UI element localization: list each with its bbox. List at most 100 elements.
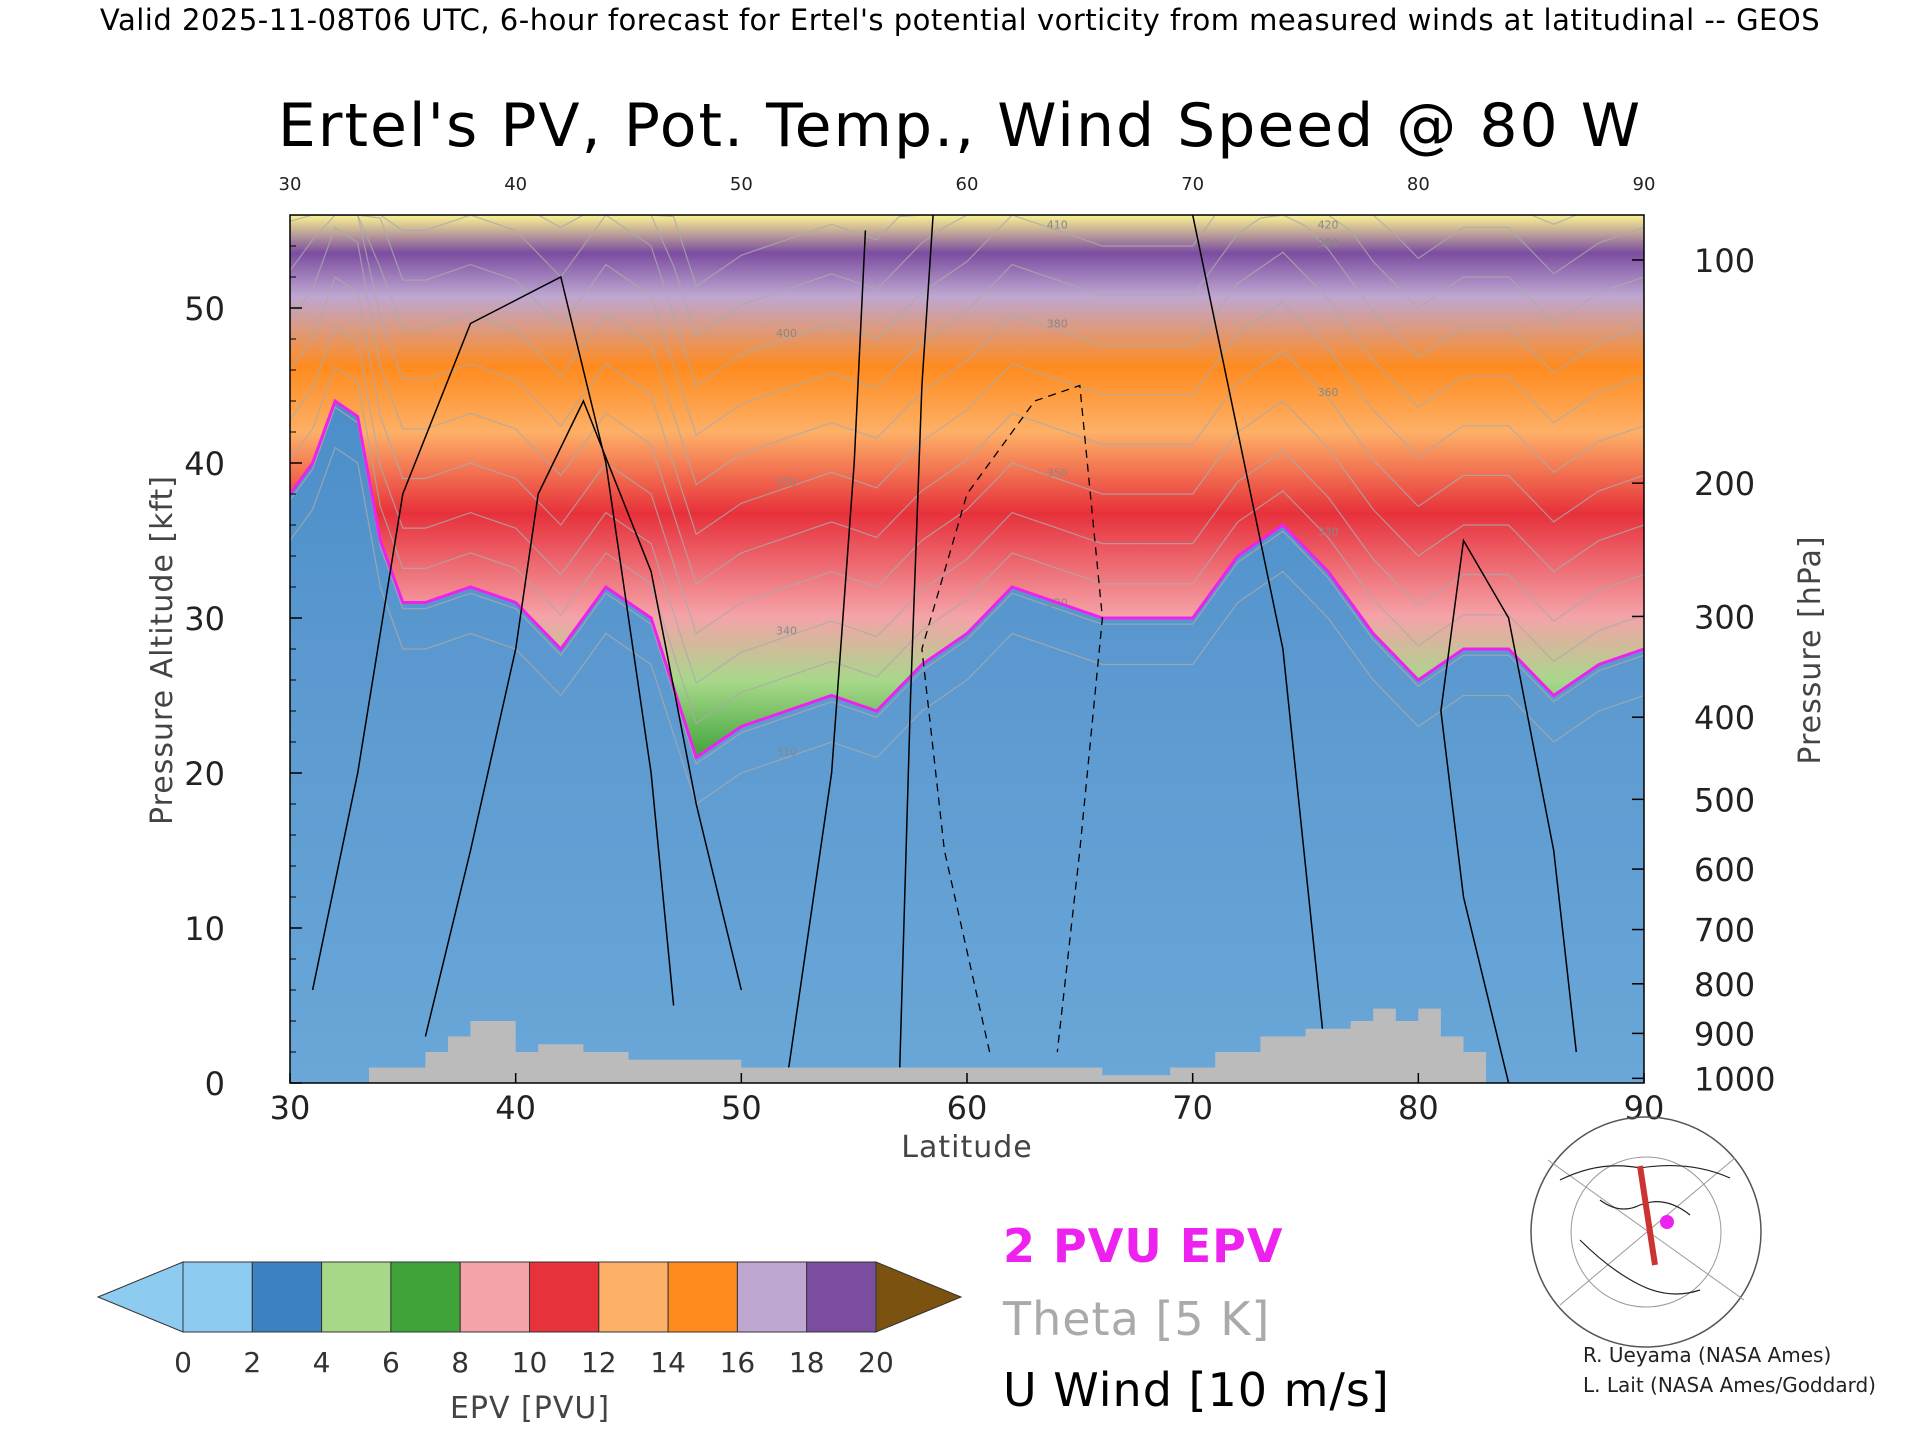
colorbar-tick-label: 4 <box>313 1346 331 1379</box>
negative-wind-contour <box>921 384 1104 1053</box>
colorbar-over-arrow <box>875 1261 963 1333</box>
y-tick-label: 20 <box>184 755 225 793</box>
colorbar-tick-label: 20 <box>858 1346 894 1379</box>
theta-contour-label: 410 <box>1047 219 1068 232</box>
wind-contours <box>311 215 1578 1083</box>
wind-contour <box>1191 215 1329 1083</box>
map-marker <box>1660 1215 1674 1229</box>
theta-contour <box>290 215 1644 437</box>
x-tick-label: 90 <box>1624 1089 1665 1127</box>
theta-contour <box>290 215 1644 387</box>
colorbar-segment <box>736 1261 808 1333</box>
pressure-tick-label: 300 <box>1694 598 1755 636</box>
pressure-tick-label: 800 <box>1694 966 1755 1004</box>
x-axis-top-ticks: 30 40 50 60 70 80 90 <box>279 174 1656 195</box>
stratosphere-epv-fill <box>290 215 1644 758</box>
legend-epv-2pvu: 2 PVU EPV <box>1003 1219 1283 1273</box>
y-tick-label: 50 <box>184 290 225 328</box>
colorbar-tick-label: 14 <box>650 1346 686 1379</box>
pressure-tick-label: 1000 <box>1694 1060 1775 1098</box>
colorbar-segment <box>182 1261 253 1333</box>
pressure-tick-label: 900 <box>1694 1015 1755 1053</box>
map-cross-section-track <box>1637 1165 1658 1266</box>
pressure-tick-label: 100 <box>1694 242 1755 280</box>
y-axis-label: Pressure Altitude [kft] <box>145 475 180 825</box>
colorbar-segment <box>806 1261 877 1333</box>
theta-contour-label: 350 <box>1047 467 1068 480</box>
wind-contour <box>424 399 743 1037</box>
wind-contour <box>898 215 934 1083</box>
theta-contour-label: 360 <box>1318 386 1339 399</box>
chart-title: Ertel's PV, Pot. Temp., Wind Speed @ 80 … <box>278 91 1642 161</box>
theta-contour <box>290 215 1644 337</box>
legend-theta: Theta [5 K] <box>1002 1292 1270 1346</box>
pressure-tick-label: 700 <box>1694 912 1755 950</box>
x-top-tick-label: 70 <box>1181 174 1204 195</box>
x-tick-label: 60 <box>947 1089 988 1127</box>
theta-contour-label: 400 <box>776 327 797 340</box>
pressure-tick-label: 600 <box>1694 851 1755 889</box>
y-tick-label: 30 <box>184 600 225 638</box>
x-tick-label: 70 <box>1172 1089 1213 1127</box>
epv-colorbar: 0 2 4 6 8 10 12 14 16 18 20 <box>96 1261 963 1379</box>
x-axis-ticks: 30 40 50 60 70 80 90 <box>270 1073 1665 1127</box>
colorbar-tick-label: 6 <box>382 1346 400 1379</box>
colorbar-segment <box>321 1261 392 1333</box>
colorbar-segment <box>529 1261 600 1333</box>
theta-contour <box>290 276 1644 635</box>
x-tick-label: 50 <box>721 1089 762 1127</box>
colorbar-label: EPV [PVU] <box>450 1391 610 1426</box>
theta-contour <box>290 325 1644 685</box>
y-tick-label: 40 <box>184 445 225 483</box>
x-top-tick-label: 60 <box>956 174 979 195</box>
y-tick-label: 10 <box>184 910 225 948</box>
theta-contour-label: 370 <box>776 476 797 489</box>
x-tick-label: 80 <box>1398 1089 1439 1127</box>
colorbar-tick-label: 0 <box>174 1346 192 1379</box>
wind-contour <box>1440 538 1578 1083</box>
pressure-tick-label: 400 <box>1694 699 1755 737</box>
map-meridian <box>1547 1159 1745 1301</box>
colorbar-under-arrow <box>96 1261 184 1333</box>
theta-contour-label: 330 <box>1318 525 1339 538</box>
pressure-tick-label: 500 <box>1694 781 1755 819</box>
credit-line-1: R. Ueyama (NASA Ames) <box>1583 1343 1831 1367</box>
colorbar-segment <box>390 1261 461 1333</box>
locator-map <box>1530 1116 1762 1348</box>
theta-contour <box>290 406 1644 765</box>
theta-contour-label: 380 <box>1047 318 1068 331</box>
pressure-tick-label: 200 <box>1694 465 1755 503</box>
colorbar-tick-label: 2 <box>243 1346 261 1379</box>
y-axis-ticks: 0 10 20 30 40 50 <box>184 214 302 1103</box>
map-globe <box>1530 1116 1762 1348</box>
theta-contour-label: 390 <box>1318 237 1339 250</box>
wind-contour <box>785 230 867 1083</box>
theta-contour-label: 340 <box>776 625 797 638</box>
pressure-axis-label: Pressure [hPa] <box>1793 535 1828 764</box>
x-tick-label: 30 <box>270 1089 311 1127</box>
x-top-tick-label: 40 <box>504 174 527 195</box>
theta-contour-label: 420 <box>1318 219 1339 232</box>
theta-contour <box>290 226 1644 585</box>
x-tick-label: 40 <box>495 1089 536 1127</box>
colorbar-tick-label: 12 <box>581 1346 617 1379</box>
colorbar-segment <box>251 1261 323 1333</box>
legend-u-wind: U Wind [10 m/s] <box>1003 1363 1390 1417</box>
x-top-tick-label: 80 <box>1407 174 1430 195</box>
pressure-axis-ticks: 100 200 300 400 500 600 700 800 900 1000 <box>1632 242 1775 1098</box>
surface-terrain <box>290 1008 1644 1083</box>
x-top-tick-label: 90 <box>1633 174 1656 195</box>
theta-contour-label: 310 <box>776 746 797 759</box>
colorbar-tick-label: 8 <box>451 1346 469 1379</box>
colorbar-tick-label: 10 <box>512 1346 548 1379</box>
colorbar-segment <box>598 1261 669 1333</box>
y-tick-label: 0 <box>205 1065 225 1103</box>
x-top-tick-label: 30 <box>279 174 302 195</box>
theta-contour <box>290 215 1644 536</box>
colorbar-tick-label: 16 <box>720 1346 756 1379</box>
colorbar-segment <box>667 1261 738 1333</box>
colorbar-tick-label: 18 <box>789 1346 825 1379</box>
